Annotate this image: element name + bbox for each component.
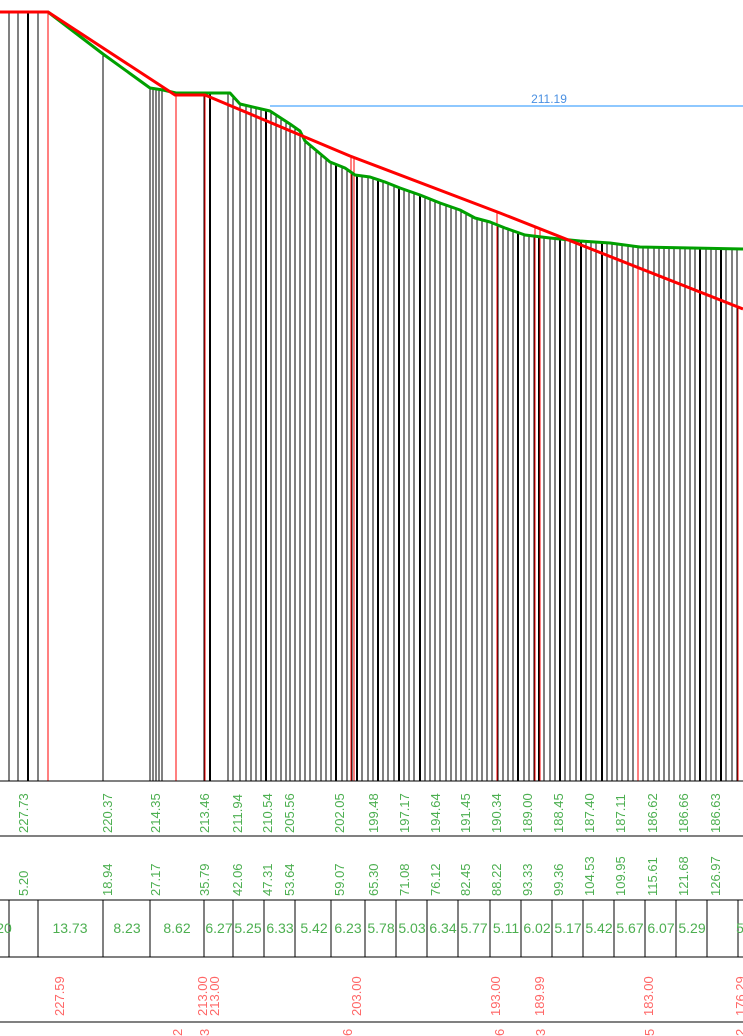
design-elevation-label: 213.00 <box>207 976 222 1016</box>
segment-length-label: 5.11 <box>493 920 519 936</box>
bottom-partial-label: 6 <box>492 1029 507 1036</box>
segment-length-label: 8.62 <box>163 920 190 936</box>
reference-level: 211.19 <box>270 92 743 107</box>
ground-elevation-label: 214.35 <box>148 793 163 833</box>
ground-elevation-label: 197.17 <box>397 793 412 833</box>
segment-length-label: 6.34 <box>429 920 456 936</box>
design-elevation-label: 189.99 <box>532 976 547 1016</box>
design-elevation-label: 203.00 <box>349 976 364 1016</box>
cumulative-distance-label: 115.61 <box>645 857 660 896</box>
bottom-partial-label: 3 <box>197 1029 212 1036</box>
ground-line <box>0 10 743 251</box>
cumulative-distance-label: 47.31 <box>260 863 275 896</box>
cumulative-distance-label: 27.17 <box>148 863 163 896</box>
segment-length-label: 5.25 <box>234 920 261 936</box>
segment-length-label: 5.03 <box>398 920 425 936</box>
cumulative-distance-label: 71.08 <box>397 863 412 896</box>
bottom-partial-label: 6 <box>340 1029 355 1036</box>
segment-length-label: 5 <box>736 920 743 936</box>
station-lines <box>8 12 738 781</box>
ground-elevation-label: 188.45 <box>551 793 566 833</box>
design-elevation-label: 213.00 <box>195 976 210 1016</box>
ground-elevation-label: 199.48 <box>366 793 381 833</box>
segment-length-label: 6.07 <box>647 920 674 936</box>
segment-length-label: 5.42 <box>300 920 327 936</box>
segment-length-row: 20 13.73 8.23 8.62 6.27 5.25 6.33 5.42 6.23 5.78 5… <box>0 900 743 957</box>
ground-elevation-label: 187.40 <box>582 793 597 833</box>
cumulative-distance-label: 93.33 <box>520 863 535 896</box>
segment-length-label: 13.73 <box>52 920 87 936</box>
cumulative-distance-label: 42.06 <box>230 863 245 896</box>
ground-elevation-label: 187.11 <box>613 794 628 833</box>
ground-elevation-label: 186.63 <box>708 793 723 833</box>
ground-elevation-label: 186.66 <box>676 793 691 833</box>
segment-length-label: 20 <box>0 920 12 936</box>
cumulative-distance-label: 5.20 <box>16 871 31 896</box>
bottom-partial-label: 3 <box>533 1029 548 1036</box>
cumulative-distance-label: 88.22 <box>489 863 504 896</box>
design-elevation-label: 183.00 <box>641 976 656 1016</box>
segment-length-label: 5.17 <box>554 920 581 936</box>
cumulative-distance-label: 109.95 <box>613 856 628 896</box>
ground-elevation-label: 210.54 <box>260 793 275 833</box>
ground-elevation-label: 205.56 <box>282 793 297 833</box>
cumulative-distance-row: 5.20 18.94 27.17 35.79 42.06 47.31 53.64 59.07 6… <box>16 856 723 896</box>
ground-elevation-label: 220.37 <box>100 793 115 833</box>
segment-length-label: 5.67 <box>616 920 643 936</box>
ground-elevation-label: 227.73 <box>16 793 31 833</box>
design-elevation-label: 193.00 <box>488 976 503 1016</box>
bottom-partial-label: 5 <box>642 1029 657 1036</box>
ground-elevation-label: 211.94 <box>230 794 245 833</box>
segment-length-label: 6.33 <box>266 920 293 936</box>
ground-elevation-label: 194.64 <box>428 793 443 833</box>
cumulative-distance-label: 18.94 <box>100 863 115 896</box>
cumulative-distance-label: 104.53 <box>582 856 597 896</box>
bottom-partial-label: 2 <box>733 1029 743 1036</box>
cumulative-distance-label: 65.30 <box>366 863 381 896</box>
ground-elevation-label: 213.46 <box>197 793 212 833</box>
design-elevation-label: 176.29 <box>733 976 743 1016</box>
ground-elevation-row: 227.73 220.37 214.35 213.46 211.94 210.54 205.… <box>16 793 723 833</box>
ground-elevation-label: 186.62 <box>645 793 660 833</box>
bottom-partial-label: 2 <box>170 1029 185 1036</box>
cumulative-distance-label: 82.45 <box>458 863 473 896</box>
cumulative-distance-label: 121.68 <box>676 856 691 896</box>
segment-length-label: 5.29 <box>678 920 705 936</box>
segment-length-label: 5.42 <box>585 920 612 936</box>
data-table: 227.73 220.37 214.35 213.46 211.94 210.54 205.… <box>0 780 743 1036</box>
cumulative-distance-label: 76.12 <box>428 863 443 896</box>
bottom-partial-row: 2 3 6 6 3 5 2 <box>170 1029 743 1036</box>
segment-length-label: 6.02 <box>523 920 550 936</box>
ground-elevation-label: 190.34 <box>489 793 504 833</box>
design-station-lines <box>47 12 739 781</box>
cumulative-distance-label: 126.97 <box>708 856 723 896</box>
cumulative-distance-label: 59.07 <box>332 863 347 896</box>
reference-level-label: 211.19 <box>531 92 567 106</box>
segment-length-label: 6.27 <box>205 920 232 936</box>
segment-length-label: 5.78 <box>367 920 394 936</box>
segment-length-label: 8.23 <box>113 920 140 936</box>
cumulative-distance-label: 53.64 <box>282 863 297 896</box>
segment-length-label: 6.23 <box>334 920 361 936</box>
cumulative-distance-label: 99.36 <box>551 863 566 896</box>
cumulative-distance-label: 35.79 <box>197 863 212 896</box>
ground-elevation-label: 189.00 <box>520 793 535 833</box>
design-line <box>0 10 743 311</box>
ground-elevation-label: 202.05 <box>332 793 347 833</box>
segment-length-label: 5.77 <box>460 920 487 936</box>
ground-elevation-label: 191.45 <box>458 793 473 833</box>
design-elevation-label: 227.59 <box>52 976 67 1016</box>
